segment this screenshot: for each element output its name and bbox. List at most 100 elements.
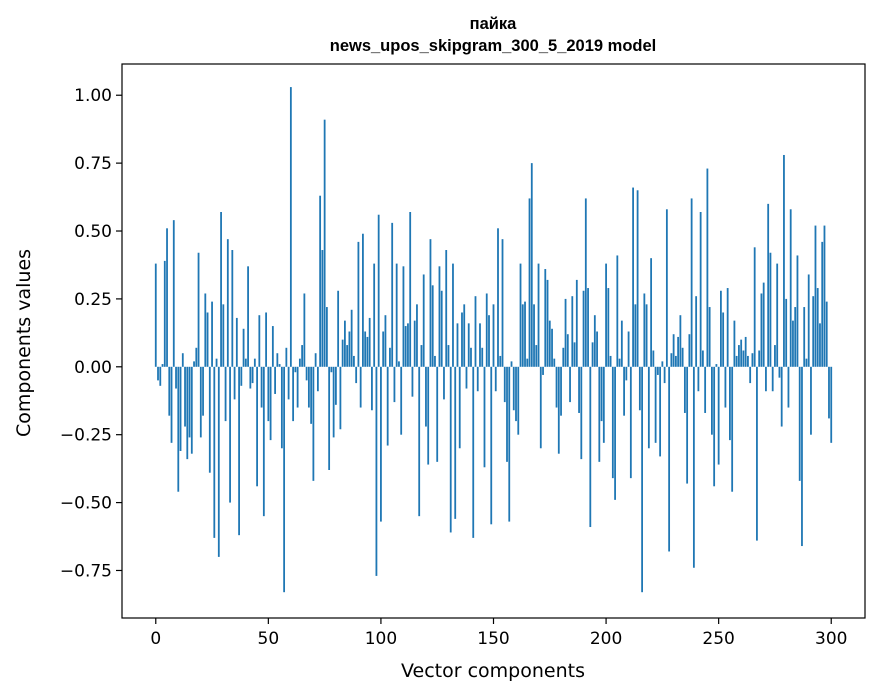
bar-70 bbox=[312, 366, 315, 481]
bar-17 bbox=[193, 361, 195, 367]
bar-49 bbox=[265, 312, 267, 367]
bar-187 bbox=[575, 279, 578, 367]
bar-121 bbox=[427, 366, 430, 465]
bar-58 bbox=[285, 347, 288, 367]
bar-53 bbox=[274, 366, 276, 394]
y-tick-label: 0.00 bbox=[74, 358, 112, 378]
bar-126 bbox=[438, 266, 441, 367]
bar-55 bbox=[278, 364, 281, 367]
bar-186 bbox=[573, 342, 576, 367]
bar-153 bbox=[499, 355, 502, 367]
bar-87 bbox=[350, 309, 353, 367]
bar-298 bbox=[825, 301, 828, 367]
bar-253 bbox=[724, 366, 727, 408]
bar-200 bbox=[605, 263, 607, 367]
bar-9 bbox=[175, 366, 177, 389]
bar-157 bbox=[508, 366, 511, 522]
bar-176 bbox=[551, 328, 553, 367]
bar-138 bbox=[465, 366, 468, 389]
x-tick-label: 300 bbox=[815, 629, 847, 649]
bar-214 bbox=[636, 190, 639, 367]
bar-50 bbox=[267, 366, 270, 422]
bar-1 bbox=[157, 366, 159, 381]
bar-210 bbox=[627, 331, 630, 367]
bar-107 bbox=[395, 263, 398, 367]
x-axis-label: Vector components bbox=[401, 660, 585, 682]
bar-279 bbox=[783, 154, 785, 367]
bar-286 bbox=[798, 366, 801, 481]
bar-191 bbox=[584, 198, 587, 367]
bar-240 bbox=[695, 296, 698, 367]
bar-224 bbox=[659, 366, 662, 457]
bar-149 bbox=[490, 366, 493, 525]
bar-64 bbox=[298, 358, 301, 367]
bar-262 bbox=[744, 336, 747, 367]
bar-249 bbox=[715, 364, 718, 367]
bar-116 bbox=[416, 304, 418, 367]
bar-236 bbox=[686, 366, 689, 484]
bar-134 bbox=[456, 323, 459, 367]
x-tick-label: 250 bbox=[702, 629, 734, 649]
bar-252 bbox=[722, 312, 725, 367]
bar-89 bbox=[355, 366, 358, 384]
bar-165 bbox=[526, 358, 529, 367]
bar-46 bbox=[258, 315, 261, 367]
bar-75 bbox=[323, 119, 326, 367]
bar-119 bbox=[422, 274, 425, 367]
bar-18 bbox=[195, 347, 198, 367]
bar-79 bbox=[332, 366, 335, 438]
bar-135 bbox=[458, 366, 461, 449]
bar-82 bbox=[339, 366, 342, 430]
bar-203 bbox=[611, 366, 614, 479]
bar-38 bbox=[240, 366, 243, 386]
bar-5 bbox=[166, 228, 168, 367]
bar-8 bbox=[172, 220, 175, 367]
bar-84 bbox=[344, 320, 346, 367]
bar-67 bbox=[305, 366, 308, 381]
bar-51 bbox=[269, 366, 272, 441]
bar-47 bbox=[260, 366, 263, 408]
bar-297 bbox=[823, 225, 826, 367]
bar-290 bbox=[807, 274, 810, 367]
bar-101 bbox=[382, 331, 385, 367]
bar-257 bbox=[733, 320, 736, 367]
bar-284 bbox=[794, 307, 797, 367]
y-tick-label: −0.50 bbox=[60, 494, 112, 514]
bar-164 bbox=[524, 301, 526, 367]
bar-106 bbox=[393, 366, 396, 403]
bar-271 bbox=[765, 366, 767, 392]
bar-2 bbox=[159, 366, 162, 386]
bar-227 bbox=[665, 209, 668, 367]
bar-228 bbox=[668, 366, 671, 552]
bar-238 bbox=[690, 198, 693, 367]
bar-269 bbox=[760, 293, 763, 367]
bar-103 bbox=[386, 366, 389, 446]
bar-212 bbox=[632, 187, 634, 367]
bar-215 bbox=[638, 366, 641, 411]
bar-239 bbox=[692, 366, 695, 568]
bar-250 bbox=[717, 366, 720, 465]
bar-91 bbox=[359, 366, 362, 408]
bar-52 bbox=[271, 326, 274, 367]
bar-148 bbox=[488, 315, 490, 367]
bar-198 bbox=[600, 366, 603, 422]
bar-273 bbox=[769, 252, 772, 367]
bar-207 bbox=[620, 320, 623, 367]
y-tick-label: −0.75 bbox=[60, 561, 112, 581]
bar-56 bbox=[280, 366, 283, 449]
bar-167 bbox=[530, 163, 533, 367]
y-axis-label: Components values bbox=[13, 249, 35, 437]
bar-277 bbox=[778, 366, 781, 378]
bar-194 bbox=[591, 342, 594, 367]
bar-206 bbox=[618, 358, 621, 367]
bar-102 bbox=[384, 315, 387, 367]
bar-14 bbox=[186, 366, 189, 460]
bar-90 bbox=[357, 241, 360, 367]
bar-122 bbox=[429, 239, 432, 367]
bar-285 bbox=[796, 255, 799, 367]
bar-296 bbox=[821, 241, 824, 367]
bar-243 bbox=[701, 350, 704, 367]
bar-179 bbox=[557, 366, 560, 454]
bar-60 bbox=[289, 87, 292, 367]
bar-77 bbox=[328, 366, 331, 470]
